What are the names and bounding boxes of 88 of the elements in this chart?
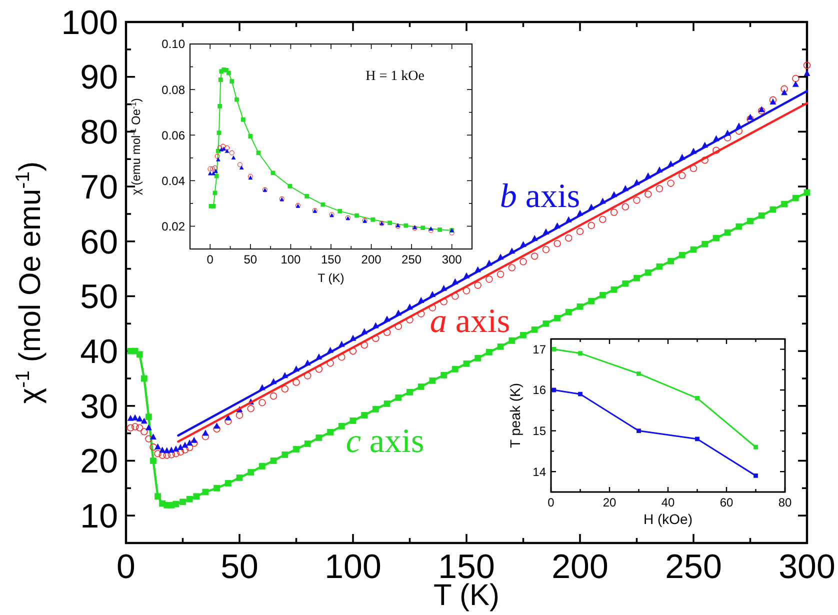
point (210, 166, 216, 172)
point (354, 213, 359, 218)
point (214, 154, 220, 159)
point (234, 97, 239, 102)
point (214, 174, 219, 178)
point (230, 79, 234, 84)
point (695, 436, 700, 442)
point (754, 444, 758, 450)
y-tick-label: 20 (80, 442, 118, 481)
x-tick-label: 200 (361, 252, 382, 267)
point (214, 168, 218, 173)
x-tick-label: 300 (778, 548, 836, 586)
series-label: b axis (500, 178, 580, 215)
series-label: a axis (430, 303, 510, 340)
y-tick-label: 16 (532, 383, 546, 398)
point (229, 150, 234, 156)
point (211, 204, 216, 208)
point (240, 117, 246, 122)
point (216, 157, 220, 162)
y-tick-label: 14 (532, 464, 546, 479)
point (338, 208, 342, 214)
y-tick-label: 40 (80, 332, 118, 371)
y-tick-label: 90 (80, 58, 118, 97)
point (636, 428, 641, 433)
x-tick-label: 40 (661, 496, 675, 510)
x-tick-label: 200 (552, 548, 608, 586)
point (218, 78, 223, 82)
point (248, 134, 253, 138)
point (636, 371, 641, 376)
point (320, 202, 326, 207)
x-tick-label: 100 (280, 252, 302, 267)
x-tick-label: 80 (778, 496, 792, 510)
series-label: c axis (346, 423, 424, 460)
point (370, 217, 376, 222)
x-tick-label: 250 (402, 252, 422, 267)
point (216, 130, 222, 136)
point (288, 184, 292, 188)
point (212, 165, 218, 170)
y-tick-label: 0.10 (162, 37, 186, 52)
y-tick-label: 15 (532, 424, 546, 438)
y-tick-label: 50 (80, 278, 118, 316)
x-tick-label: 0 (116, 548, 136, 586)
point (449, 230, 454, 236)
y-tick-label: 70 (80, 168, 118, 206)
point (420, 226, 426, 230)
x-axis-title: T (K) (318, 271, 344, 285)
point (231, 155, 236, 160)
point (578, 392, 582, 396)
x-axis-title: H (kOe) (644, 511, 692, 527)
y-tick-label: 0.04 (162, 174, 186, 188)
x-tick-label: 150 (320, 252, 342, 267)
annotation: H = 1 kOe (366, 69, 424, 84)
x-tick-label: 20 (602, 496, 616, 510)
y-tick-label: 17 (532, 342, 546, 356)
x-tick-label: 300 (442, 252, 462, 267)
point (270, 170, 276, 176)
point (224, 145, 230, 150)
point (695, 396, 700, 400)
point (224, 148, 230, 153)
point (211, 171, 216, 176)
point (218, 104, 222, 108)
point (226, 70, 231, 76)
x-tick-label: 250 (665, 548, 722, 586)
point (754, 473, 758, 478)
point (208, 166, 213, 172)
point (239, 165, 244, 170)
x-tick-label: 50 (244, 252, 258, 267)
x-tick-label: 60 (720, 496, 734, 510)
x-tick-label: 0 (206, 252, 214, 267)
y-tick-label: 100 (61, 4, 118, 42)
point (438, 227, 442, 232)
y-tick-label: 0.08 (162, 82, 186, 97)
y-tick-label: 0.02 (162, 219, 186, 234)
y-tick-label: 10 (80, 497, 118, 536)
y-tick-label: 80 (80, 114, 118, 152)
y-tick-label: 0.06 (162, 128, 186, 142)
point (304, 194, 310, 198)
point (220, 144, 226, 149)
point (388, 220, 392, 226)
x-tick-label: 100 (324, 548, 382, 586)
x-tick-label: 0 (548, 496, 555, 510)
point (578, 351, 582, 356)
point (237, 162, 242, 168)
point (404, 223, 408, 228)
x-tick-label: 50 (220, 548, 258, 586)
point (256, 150, 261, 156)
y-axis-title: T peak (K) (507, 382, 523, 448)
y-tick-label: 30 (80, 388, 118, 426)
